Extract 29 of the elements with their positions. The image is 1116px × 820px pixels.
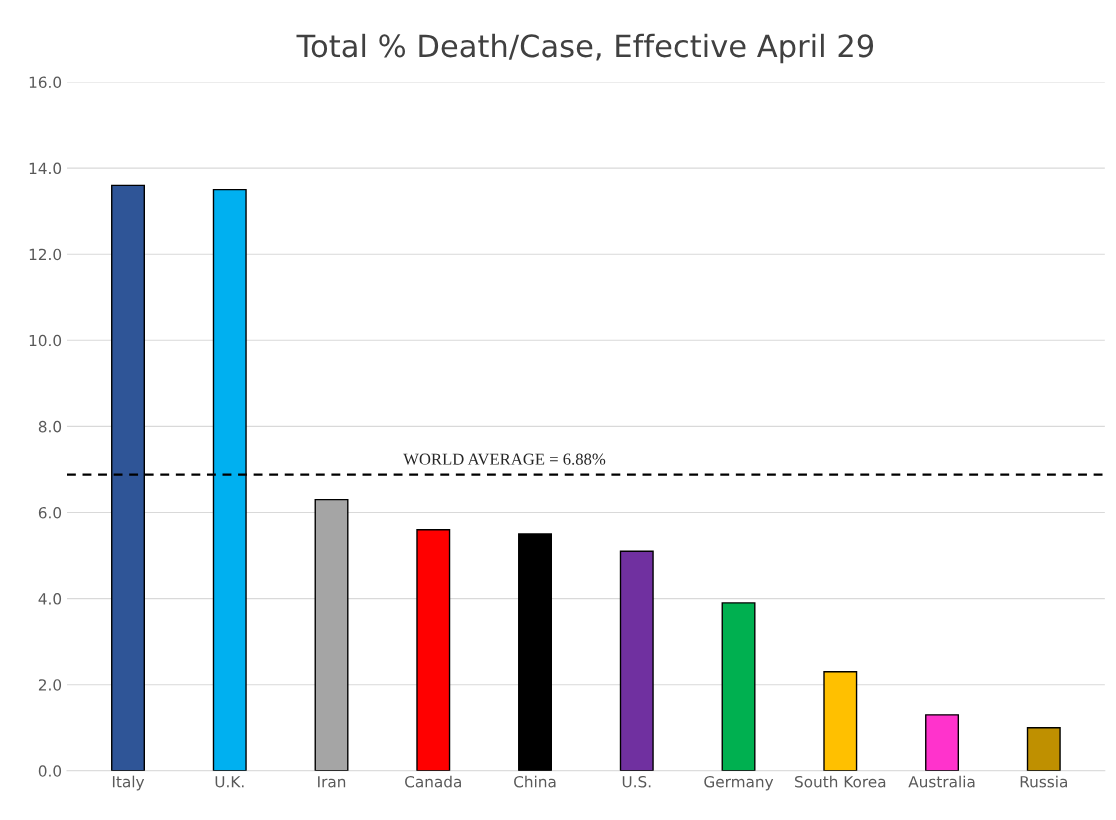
x-tick-label: Iran [318,776,346,788]
x-tick-label: South Korea [795,775,886,788]
bar [518,533,552,771]
x-tick-label: U.K. [215,776,244,788]
y-tick-label: 8.0 [38,420,62,433]
x-tick-label: Russia [1020,775,1067,788]
y-tick-label: 4.0 [38,593,62,605]
y-tick-label: 10.0 [29,334,62,347]
bar [925,714,960,771]
y-tick-label: 2.0 [38,679,62,691]
x-tick-label: China [514,775,556,788]
chart-title: Total % Death/Case, Effective April 29 [296,33,874,64]
bar [314,498,349,771]
bar [823,671,858,771]
y-tick-label: 16.0 [29,76,62,89]
y-tick-label: 14.0 [29,162,62,175]
y-tick-label: 6.0 [38,506,62,519]
x-tick-label: Germany [704,775,774,791]
x-tick-label: Australia [908,775,975,788]
y-tick-label: 12.0 [29,248,62,261]
x-tick-label: U.S. [622,775,651,788]
bar [619,550,654,771]
y-tick-label: 0.0 [38,765,62,777]
bar [721,602,756,771]
bar [1026,727,1061,771]
bar [416,529,451,771]
x-tick-label: Canada [405,775,461,788]
x-tick-label: Italy [112,775,145,791]
ref-line-label: WORLD AVERAGE = 6.88% [403,453,606,465]
